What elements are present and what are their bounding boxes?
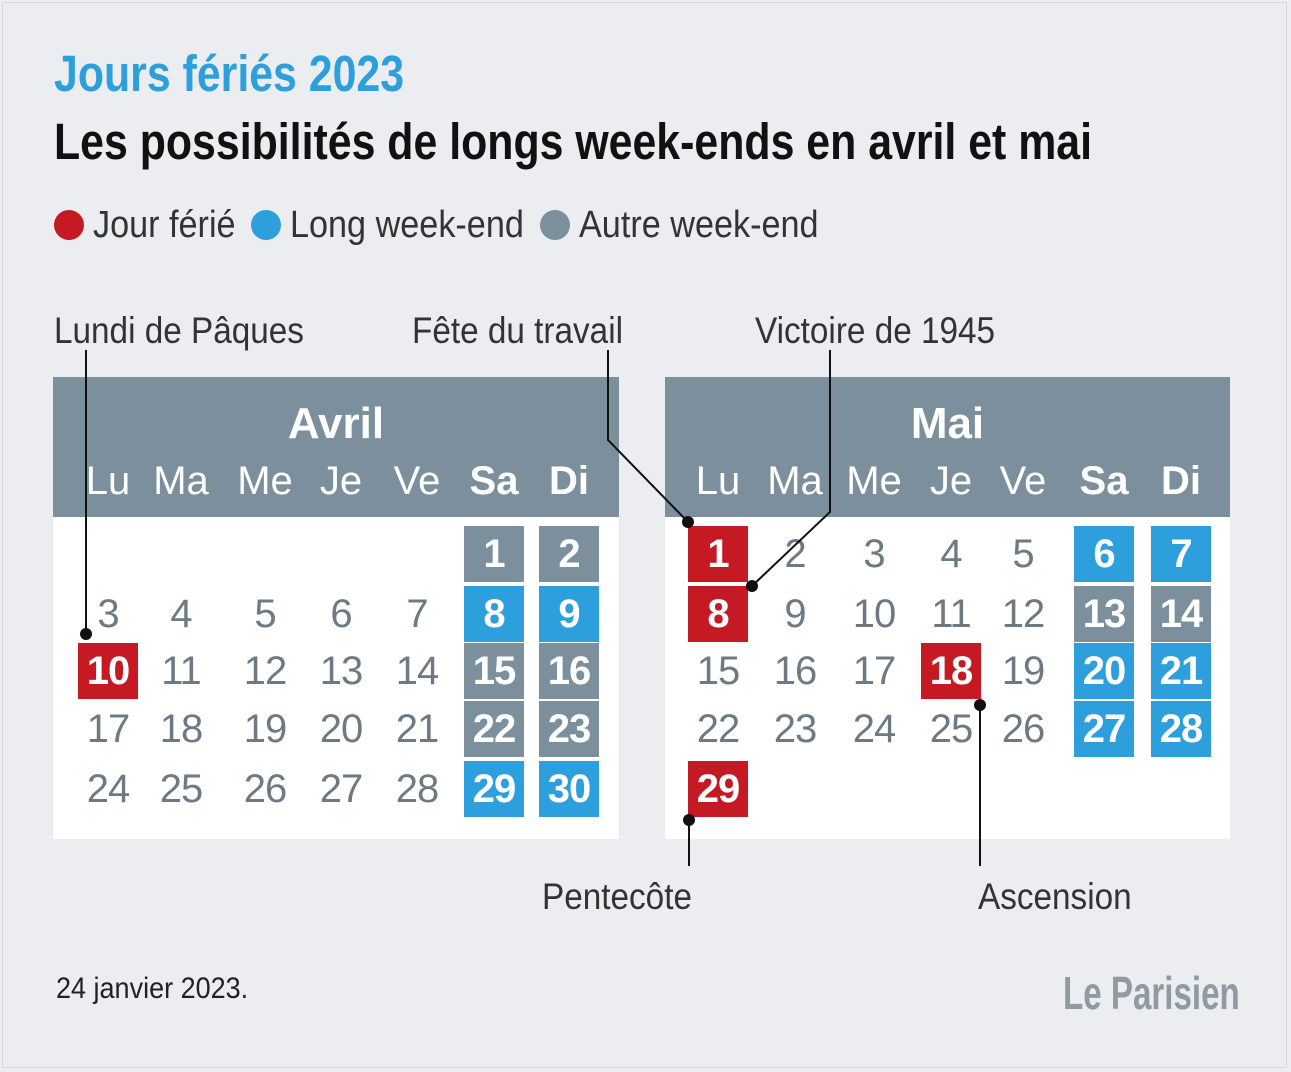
legend: Jour férié Long week-end Autre week-end [54,203,859,247]
day-cell-long: 20 [1074,643,1134,699]
day-cell: 4 [940,531,962,576]
weekday-label: Me [846,459,902,503]
legend-item-jour-ferie: Jour férié [54,204,237,247]
day-cell: 24 [86,766,131,811]
day-cell: 15 [696,648,741,693]
day-cell-holiday: 18 [921,643,981,699]
weekday-label: Lu [695,459,741,503]
day-cell-long: 8 [464,586,524,642]
callout-lundi-de-paques: Lundi de Pâques [54,310,304,351]
callout-victoire-1945: Victoire de 1945 [755,310,996,351]
calendar-mai: Mai Lu Ma Me Je Ve Sa Di 1 2 3 4 5 6 7 8 9 10 11 12 13 14 15 16… [665,377,1230,839]
day-cell-other: 13 [1074,586,1134,642]
day-cell: 9 [784,591,806,636]
day-cell: 25 [929,706,974,751]
day-cell: 7 [406,591,428,636]
day-cell-other: 1 [464,526,524,582]
weekday-label: Je [319,459,363,503]
day-cell-long: 27 [1074,701,1134,757]
day-cell: 19 [243,706,288,751]
calendar-avril: Avril Lu Ma Me Je Ve Sa Di 1 2 3 4 5 6 7 8 9 10 11 12 13 14 15… [53,377,619,839]
day-cell: 27 [319,766,364,811]
day-cell: 22 [696,706,741,751]
day-cell: 19 [1001,648,1046,693]
weekday-label: Je [929,459,973,503]
callout-fete-du-travail: Fête du travail [412,310,624,351]
calendar-header: Mai Lu Ma Me Je Ve Sa Di [665,377,1230,517]
weekday-label: Ma [153,459,209,503]
calendar-header: Avril Lu Ma Me Je Ve Sa Di [53,377,619,517]
day-cell: 26 [1001,706,1046,751]
day-cell: 12 [243,648,288,693]
day-cell: 14 [395,648,440,693]
day-cell-holiday: 8 [688,586,748,642]
month-title: Avril [287,399,385,448]
day-cell-other: 2 [539,526,599,582]
day-cell-holiday: 10 [78,643,138,699]
headline: Les possibilités de longs week-ends en a… [54,113,1093,170]
day-cell: 20 [319,706,364,751]
day-cell-long: 6 [1074,526,1134,582]
day-cell: 11 [931,591,972,636]
day-cell: 28 [395,766,440,811]
day-cell: 3 [863,531,885,576]
legend-item-long-week-end: Long week-end [251,204,526,247]
callout-pentecote: Pentecôte [542,876,692,917]
weekday-label: Lu [85,459,131,503]
day-cell-long: 9 [539,586,599,642]
day-cell: 24 [852,706,897,751]
day-cell: 18 [159,706,204,751]
callout-ascension: Ascension [978,876,1132,917]
day-cell: 23 [773,706,818,751]
day-cell-long: 7 [1151,526,1211,582]
day-cell: 5 [1012,531,1034,576]
legend-grey-dot-icon [540,210,571,240]
day-cell-long: 21 [1151,643,1211,699]
day-cell-long: 30 [539,761,599,817]
day-cell: 4 [170,591,192,636]
day-cell-other: 16 [539,643,599,699]
day-cell-other: 14 [1151,586,1211,642]
day-cell-holiday: 1 [688,526,748,582]
day-cell-other: 22 [464,701,524,757]
kicker-title: Jours fériés 2023 [54,45,405,102]
weekday-label: Ve [999,459,1047,503]
day-cell: 3 [97,591,119,636]
day-cell: 17 [852,648,897,693]
weekday-label: Ve [393,459,441,503]
legend-item-autre-week-end: Autre week-end [540,204,845,247]
weekday-label: Me [237,459,293,503]
day-cell: 13 [319,648,364,693]
weekday-label: Sa [469,459,519,503]
le-parisien-logo: Le Parisien [1063,967,1240,1019]
day-cell-other: 23 [539,701,599,757]
day-cell: 12 [1001,591,1046,636]
publication-date: 24 janvier 2023. [56,972,249,1005]
day-cell-long: 28 [1151,701,1211,757]
day-cell: 10 [852,591,897,636]
day-cell-holiday: 29 [688,761,748,817]
day-cell: 26 [243,766,288,811]
day-cell: 6 [330,591,352,636]
weekday-label: Di [549,459,589,503]
day-cell: 5 [254,591,276,636]
legend-label: Long week-end [290,203,525,246]
day-cell: 25 [159,766,204,811]
weekday-label: Sa [1079,459,1129,503]
day-cell-other: 15 [464,643,524,699]
day-cell-long: 29 [464,761,524,817]
legend-blue-dot-icon [251,210,282,240]
day-cell: 11 [161,648,202,693]
legend-red-dot-icon [54,210,84,240]
day-cell: 21 [395,706,440,751]
weekday-label: Di [1161,459,1201,503]
month-title: Mai [910,399,985,448]
weekday-label: Ma [767,459,823,503]
legend-label: Autre week-end [579,203,819,246]
legend-label: Jour férié [93,203,236,246]
day-cell: 17 [86,706,131,751]
day-cell: 16 [773,648,818,693]
day-cell: 2 [784,531,806,576]
